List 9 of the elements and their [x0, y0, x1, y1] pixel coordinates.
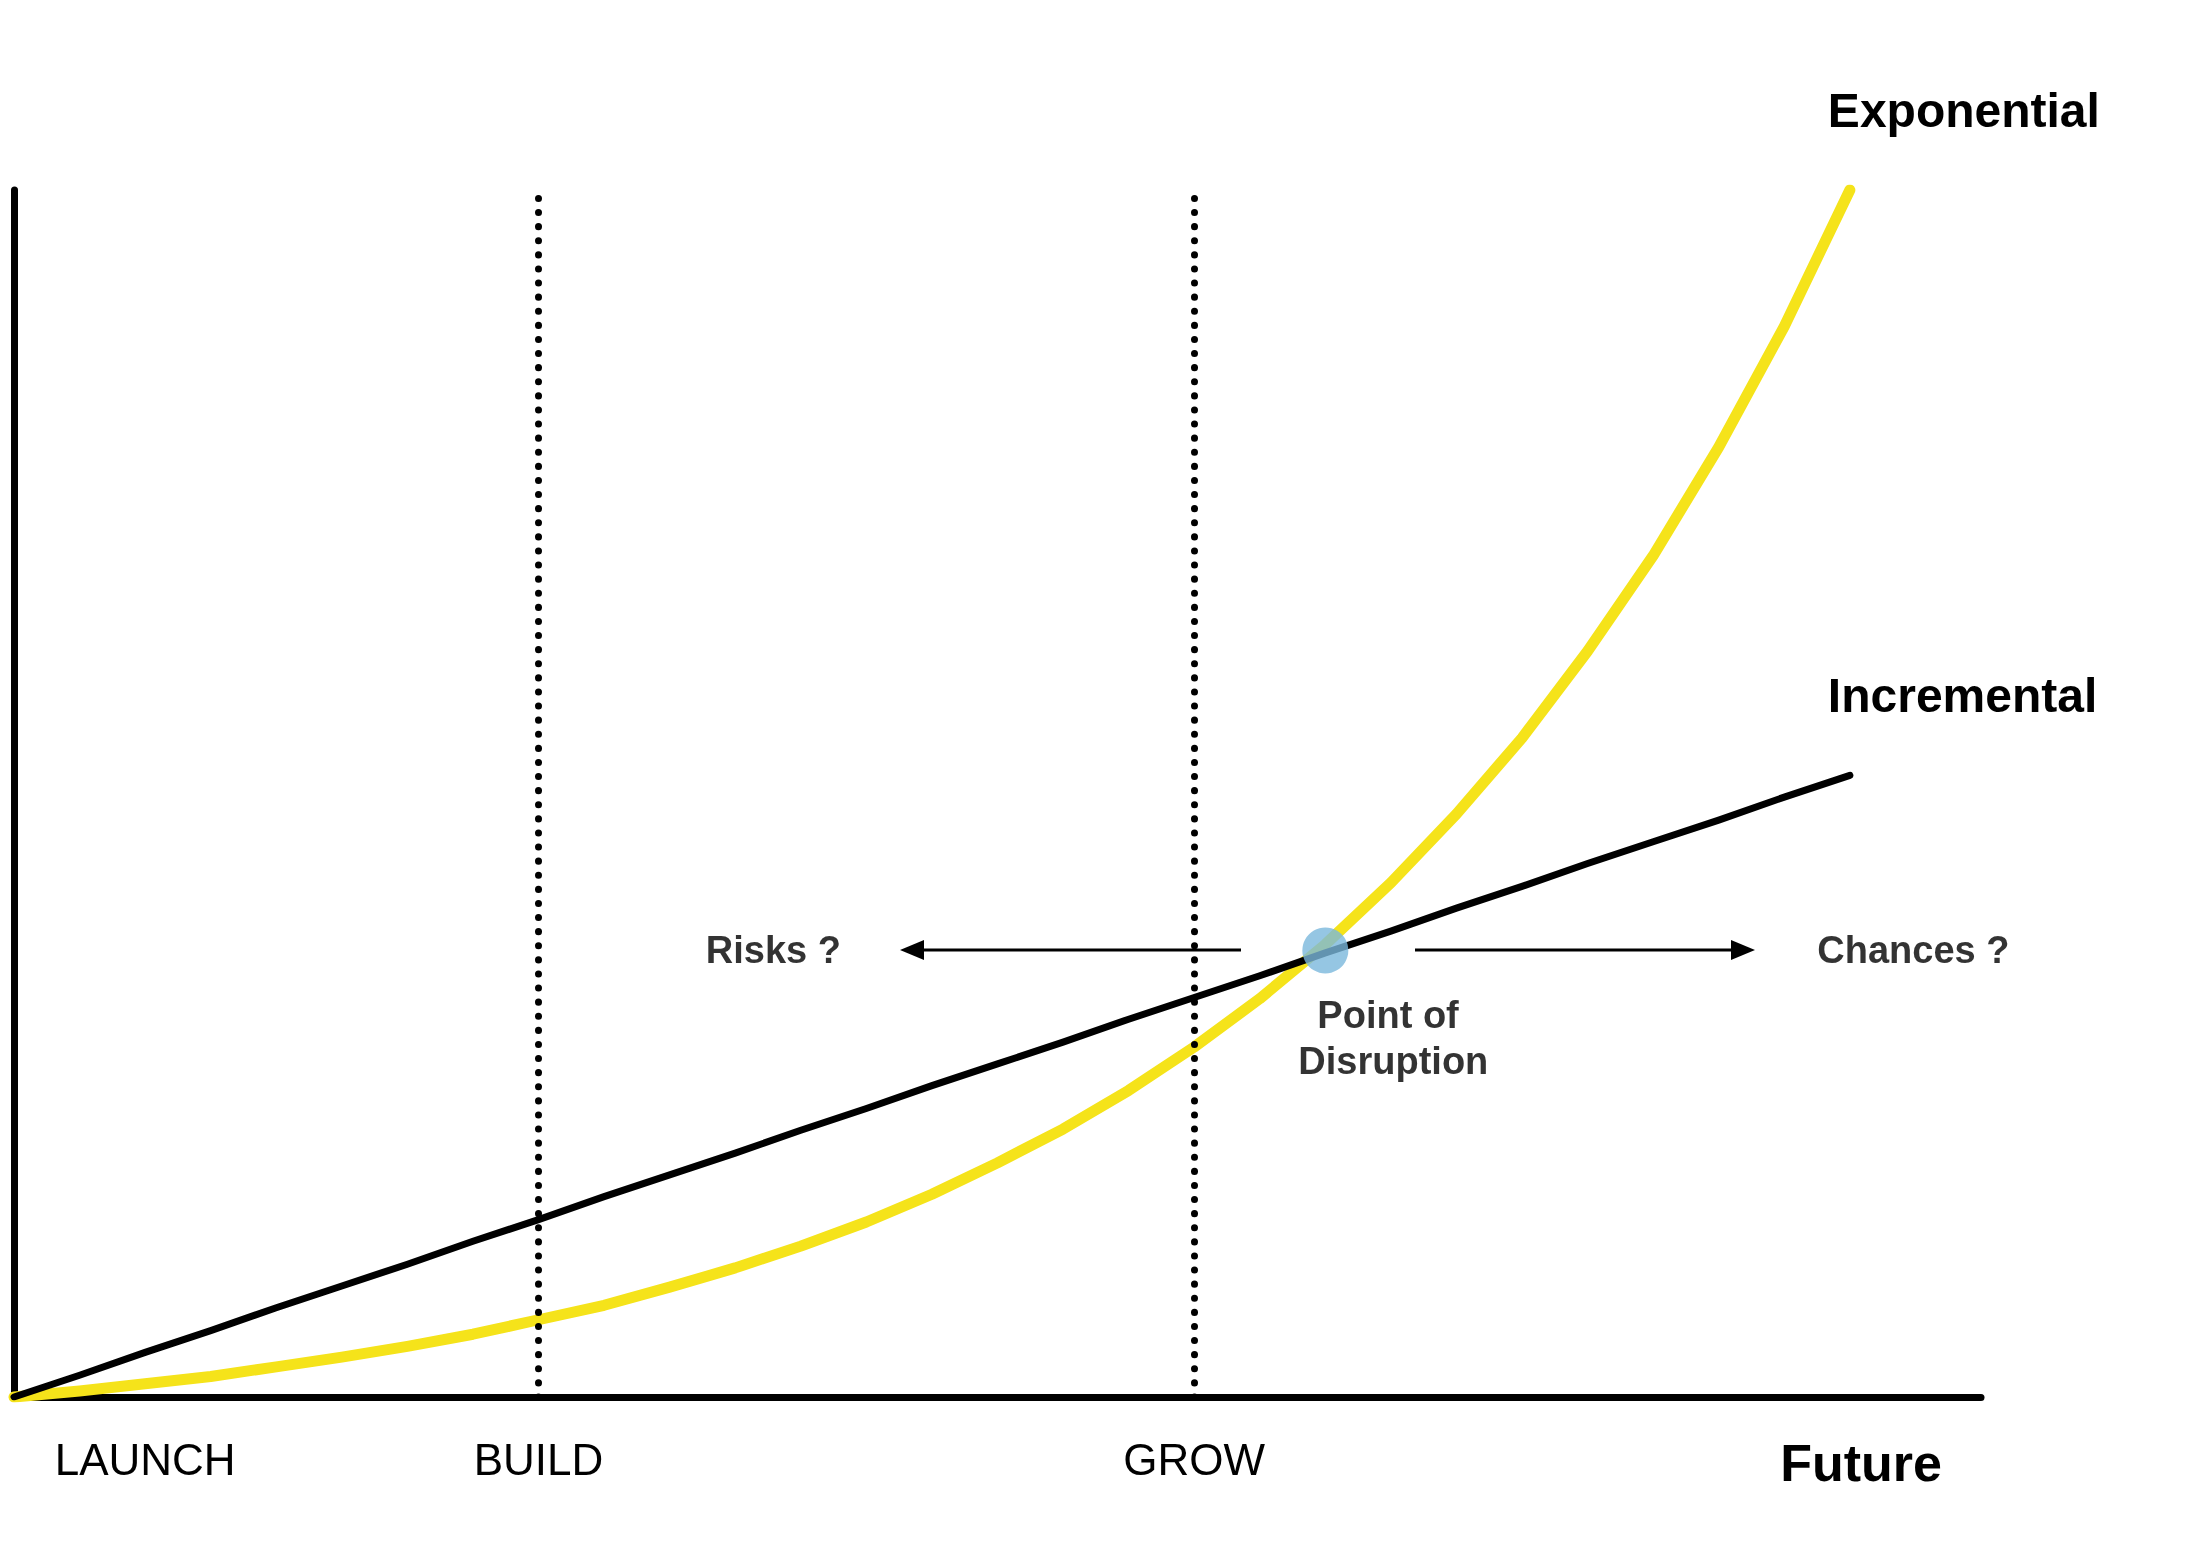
series-label: Incremental	[1827, 668, 2098, 722]
x-tick-label: GROW	[1123, 1434, 1266, 1484]
annotation: Chances ?	[1817, 929, 2010, 972]
x-tick-label: BUILD	[473, 1434, 604, 1484]
annotation: Risks ?	[705, 929, 841, 972]
annotation: Point of Disruption	[1298, 994, 1489, 1083]
x-axis-title: Future	[1780, 1434, 1942, 1492]
x-tick-label: LAUNCH	[54, 1434, 236, 1484]
series-label: Exponential	[1827, 83, 2100, 137]
